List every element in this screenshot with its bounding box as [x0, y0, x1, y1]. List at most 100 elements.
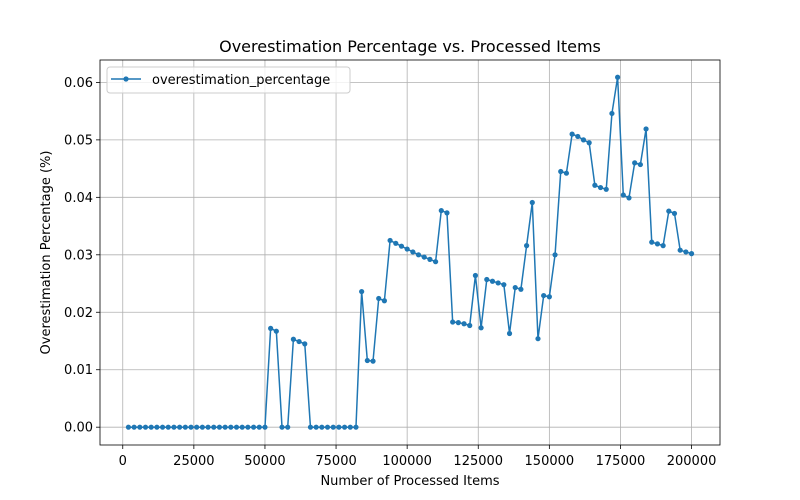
data-point — [165, 424, 171, 430]
data-point — [541, 292, 547, 299]
data-point — [262, 424, 268, 430]
data-point — [307, 424, 314, 430]
data-point — [615, 74, 621, 80]
y-tick-label: 0.03 — [64, 248, 93, 263]
data-point — [603, 186, 609, 192]
data-point — [296, 338, 302, 345]
y-tick-label: 0.01 — [64, 363, 93, 378]
x-tick-label: 175000 — [596, 454, 646, 469]
data-point — [273, 328, 279, 334]
data-point — [558, 168, 564, 175]
x-axis: 0 25000 50000 75000 100000 125000 150000 175000… — [119, 445, 716, 469]
legend-box — [106, 66, 351, 94]
data-point — [370, 358, 376, 364]
data-point — [171, 424, 177, 430]
data-point — [609, 110, 615, 117]
data-point — [279, 424, 285, 430]
data-point — [478, 325, 484, 331]
data-point — [586, 140, 592, 146]
data-point — [211, 424, 217, 430]
data-point — [222, 424, 228, 430]
data-point — [632, 160, 638, 166]
data-point — [131, 424, 137, 430]
data-point — [148, 424, 154, 430]
x-tick-label: 150000 — [525, 454, 575, 469]
x-axis-label: Number of Processed Items — [320, 474, 499, 489]
x-tick-label: 75000 — [315, 454, 356, 469]
data-point — [353, 424, 359, 430]
x-tick-label: 25000 — [173, 454, 214, 469]
data-point — [580, 137, 587, 143]
chart-title: Overestimation Percentage vs. Processed … — [219, 37, 601, 56]
data-point — [245, 424, 251, 430]
data-point — [597, 184, 604, 191]
data-point — [205, 424, 211, 430]
data-point — [421, 254, 427, 260]
data-point — [182, 424, 188, 430]
data-point — [512, 284, 518, 291]
data-point — [467, 322, 473, 329]
data-point — [637, 161, 643, 168]
data-point — [455, 320, 461, 326]
data-point — [535, 336, 541, 342]
data-point — [381, 298, 388, 304]
data-point — [666, 208, 672, 214]
y-tick-label: 0.02 — [64, 306, 93, 321]
data-point — [268, 325, 274, 331]
data-point — [285, 424, 291, 430]
data-point — [438, 207, 444, 214]
data-point — [671, 210, 678, 217]
data-point — [552, 252, 558, 258]
data-point — [444, 210, 450, 216]
data-point — [569, 131, 575, 137]
data-point — [228, 424, 234, 430]
data-point — [376, 295, 382, 302]
data-point — [302, 341, 308, 347]
data-point — [649, 239, 655, 245]
data-point — [415, 252, 422, 258]
y-tick-label: 0.04 — [64, 191, 93, 206]
data-point — [250, 424, 257, 430]
data-point — [125, 424, 132, 430]
data-point — [398, 243, 405, 249]
x-tick-label: 0 — [119, 454, 127, 469]
data-point — [336, 424, 342, 430]
data-point — [188, 424, 194, 430]
data-point — [688, 251, 695, 257]
y-axis: 0.00 0.01 0.02 0.03 0.04 0.05 0.06 — [64, 76, 100, 436]
data-point — [347, 424, 353, 430]
data-point — [654, 241, 661, 247]
data-point — [154, 424, 160, 430]
data-point — [177, 424, 183, 430]
data-point — [643, 126, 649, 132]
data-point — [159, 424, 166, 430]
legend-marker — [123, 76, 129, 82]
y-tick-label: 0.06 — [64, 76, 93, 91]
y-tick-label: 0.00 — [64, 421, 93, 436]
data-point — [194, 424, 200, 430]
grid — [100, 60, 720, 445]
data-point — [677, 247, 683, 253]
data-point — [341, 424, 348, 430]
data-point — [239, 424, 245, 430]
data-point — [313, 424, 319, 430]
x-tick-label: 50000 — [244, 454, 285, 469]
data-point — [410, 249, 416, 255]
data-point — [137, 424, 143, 430]
data-point — [216, 424, 223, 430]
data-point — [683, 249, 689, 255]
data-point — [484, 276, 490, 283]
data-point — [450, 319, 456, 325]
data-point — [233, 424, 240, 430]
data-point — [364, 357, 370, 364]
series-line — [128, 76, 692, 428]
x-tick-label: 100000 — [382, 454, 432, 469]
y-axis-label: Overestimation Percentage (%) — [39, 151, 54, 355]
data-point — [472, 272, 479, 279]
data-point — [626, 195, 632, 201]
data-point — [359, 288, 365, 295]
data-point — [518, 286, 524, 292]
data-point — [324, 424, 331, 430]
plot-frame — [99, 59, 721, 446]
data-point — [660, 243, 666, 249]
